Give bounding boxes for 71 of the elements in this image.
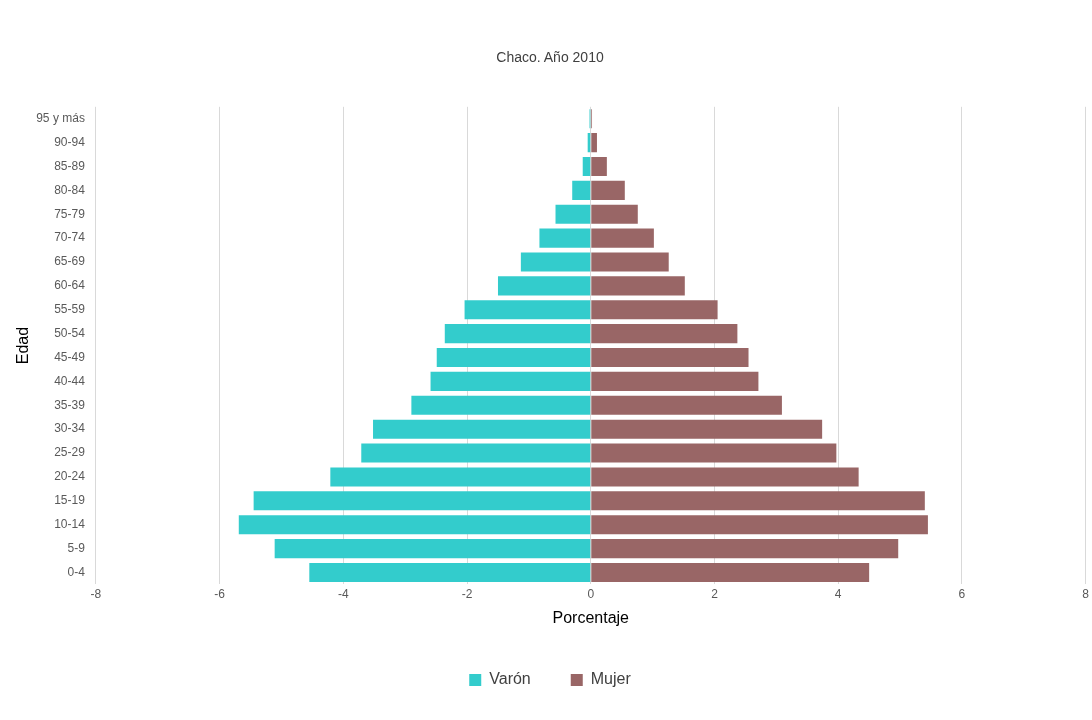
y-tick-label: 65-69 <box>54 254 86 269</box>
bar <box>436 347 591 368</box>
x-tick-label: 6 <box>958 586 966 601</box>
y-tick-label: 5-9 <box>67 540 86 555</box>
bar <box>591 562 870 583</box>
bar <box>373 419 591 439</box>
x-tick-label: -4 <box>337 586 349 601</box>
bar <box>591 371 759 391</box>
bar <box>253 491 591 511</box>
bar <box>591 395 782 415</box>
y-tick-label: 80-84 <box>54 182 86 197</box>
bar <box>591 467 859 487</box>
legend-label: Mujer <box>590 670 632 688</box>
bar <box>591 419 823 439</box>
y-tick-label: 20-24 <box>54 469 86 484</box>
y-tick-label: 60-64 <box>54 278 86 293</box>
x-tick-label: -8 <box>90 586 102 601</box>
bar <box>591 539 899 559</box>
y-tick-label: 15-19 <box>54 493 86 508</box>
bar <box>309 562 591 583</box>
x-tick-label: 4 <box>834 586 842 601</box>
y-tick-label: 35-39 <box>54 397 86 412</box>
y-tick-label: 0-4 <box>67 564 86 579</box>
bar <box>238 515 591 535</box>
bar <box>591 133 597 153</box>
y-tick-label: 10-14 <box>54 517 86 532</box>
y-tick-label: 70-74 <box>54 230 86 245</box>
bar <box>497 276 591 296</box>
bar <box>539 228 591 248</box>
bar <box>591 300 718 320</box>
bar <box>555 204 591 224</box>
x-tick-label: -6 <box>214 586 226 601</box>
bar <box>361 443 591 463</box>
bar <box>591 491 925 511</box>
bar <box>591 156 607 177</box>
bar <box>591 276 685 296</box>
bar <box>591 324 738 344</box>
bar <box>591 347 749 368</box>
y-tick-label: 85-89 <box>54 158 86 173</box>
bar <box>591 252 669 272</box>
bar <box>591 515 928 535</box>
bar <box>411 395 591 415</box>
y-tick-label: 30-34 <box>54 421 86 436</box>
y-tick-label: 55-59 <box>54 302 86 317</box>
y-tick-label: 45-49 <box>54 349 86 364</box>
y-tick-label: 90-94 <box>54 134 86 149</box>
y-tick-label: 25-29 <box>54 445 86 460</box>
bar <box>430 371 591 391</box>
y-tick-label: 50-54 <box>54 325 86 340</box>
x-tick-label: 0 <box>587 586 595 601</box>
y-axis-title: Edad <box>14 326 32 365</box>
bar <box>444 324 591 344</box>
x-tick-label: 8 <box>1082 586 1090 601</box>
bar <box>591 443 837 463</box>
legend-label: Varón <box>489 670 531 688</box>
y-tick-label: 95 y más <box>36 111 85 126</box>
x-axis-title: Porcentaje <box>552 608 630 626</box>
bar <box>591 204 638 224</box>
bar <box>330 467 591 487</box>
y-tick-label: 75-79 <box>54 206 86 221</box>
bar <box>591 228 654 248</box>
y-tick-label: 40-44 <box>54 373 86 388</box>
bar <box>274 539 591 559</box>
chart-title: Chaco. Año 2010 <box>496 49 604 66</box>
bar <box>464 300 591 320</box>
bar <box>582 156 591 177</box>
bar <box>591 180 625 200</box>
bar <box>572 180 591 200</box>
x-tick-label: -2 <box>461 586 473 601</box>
bar <box>520 252 591 272</box>
x-tick-label: 2 <box>711 586 719 601</box>
